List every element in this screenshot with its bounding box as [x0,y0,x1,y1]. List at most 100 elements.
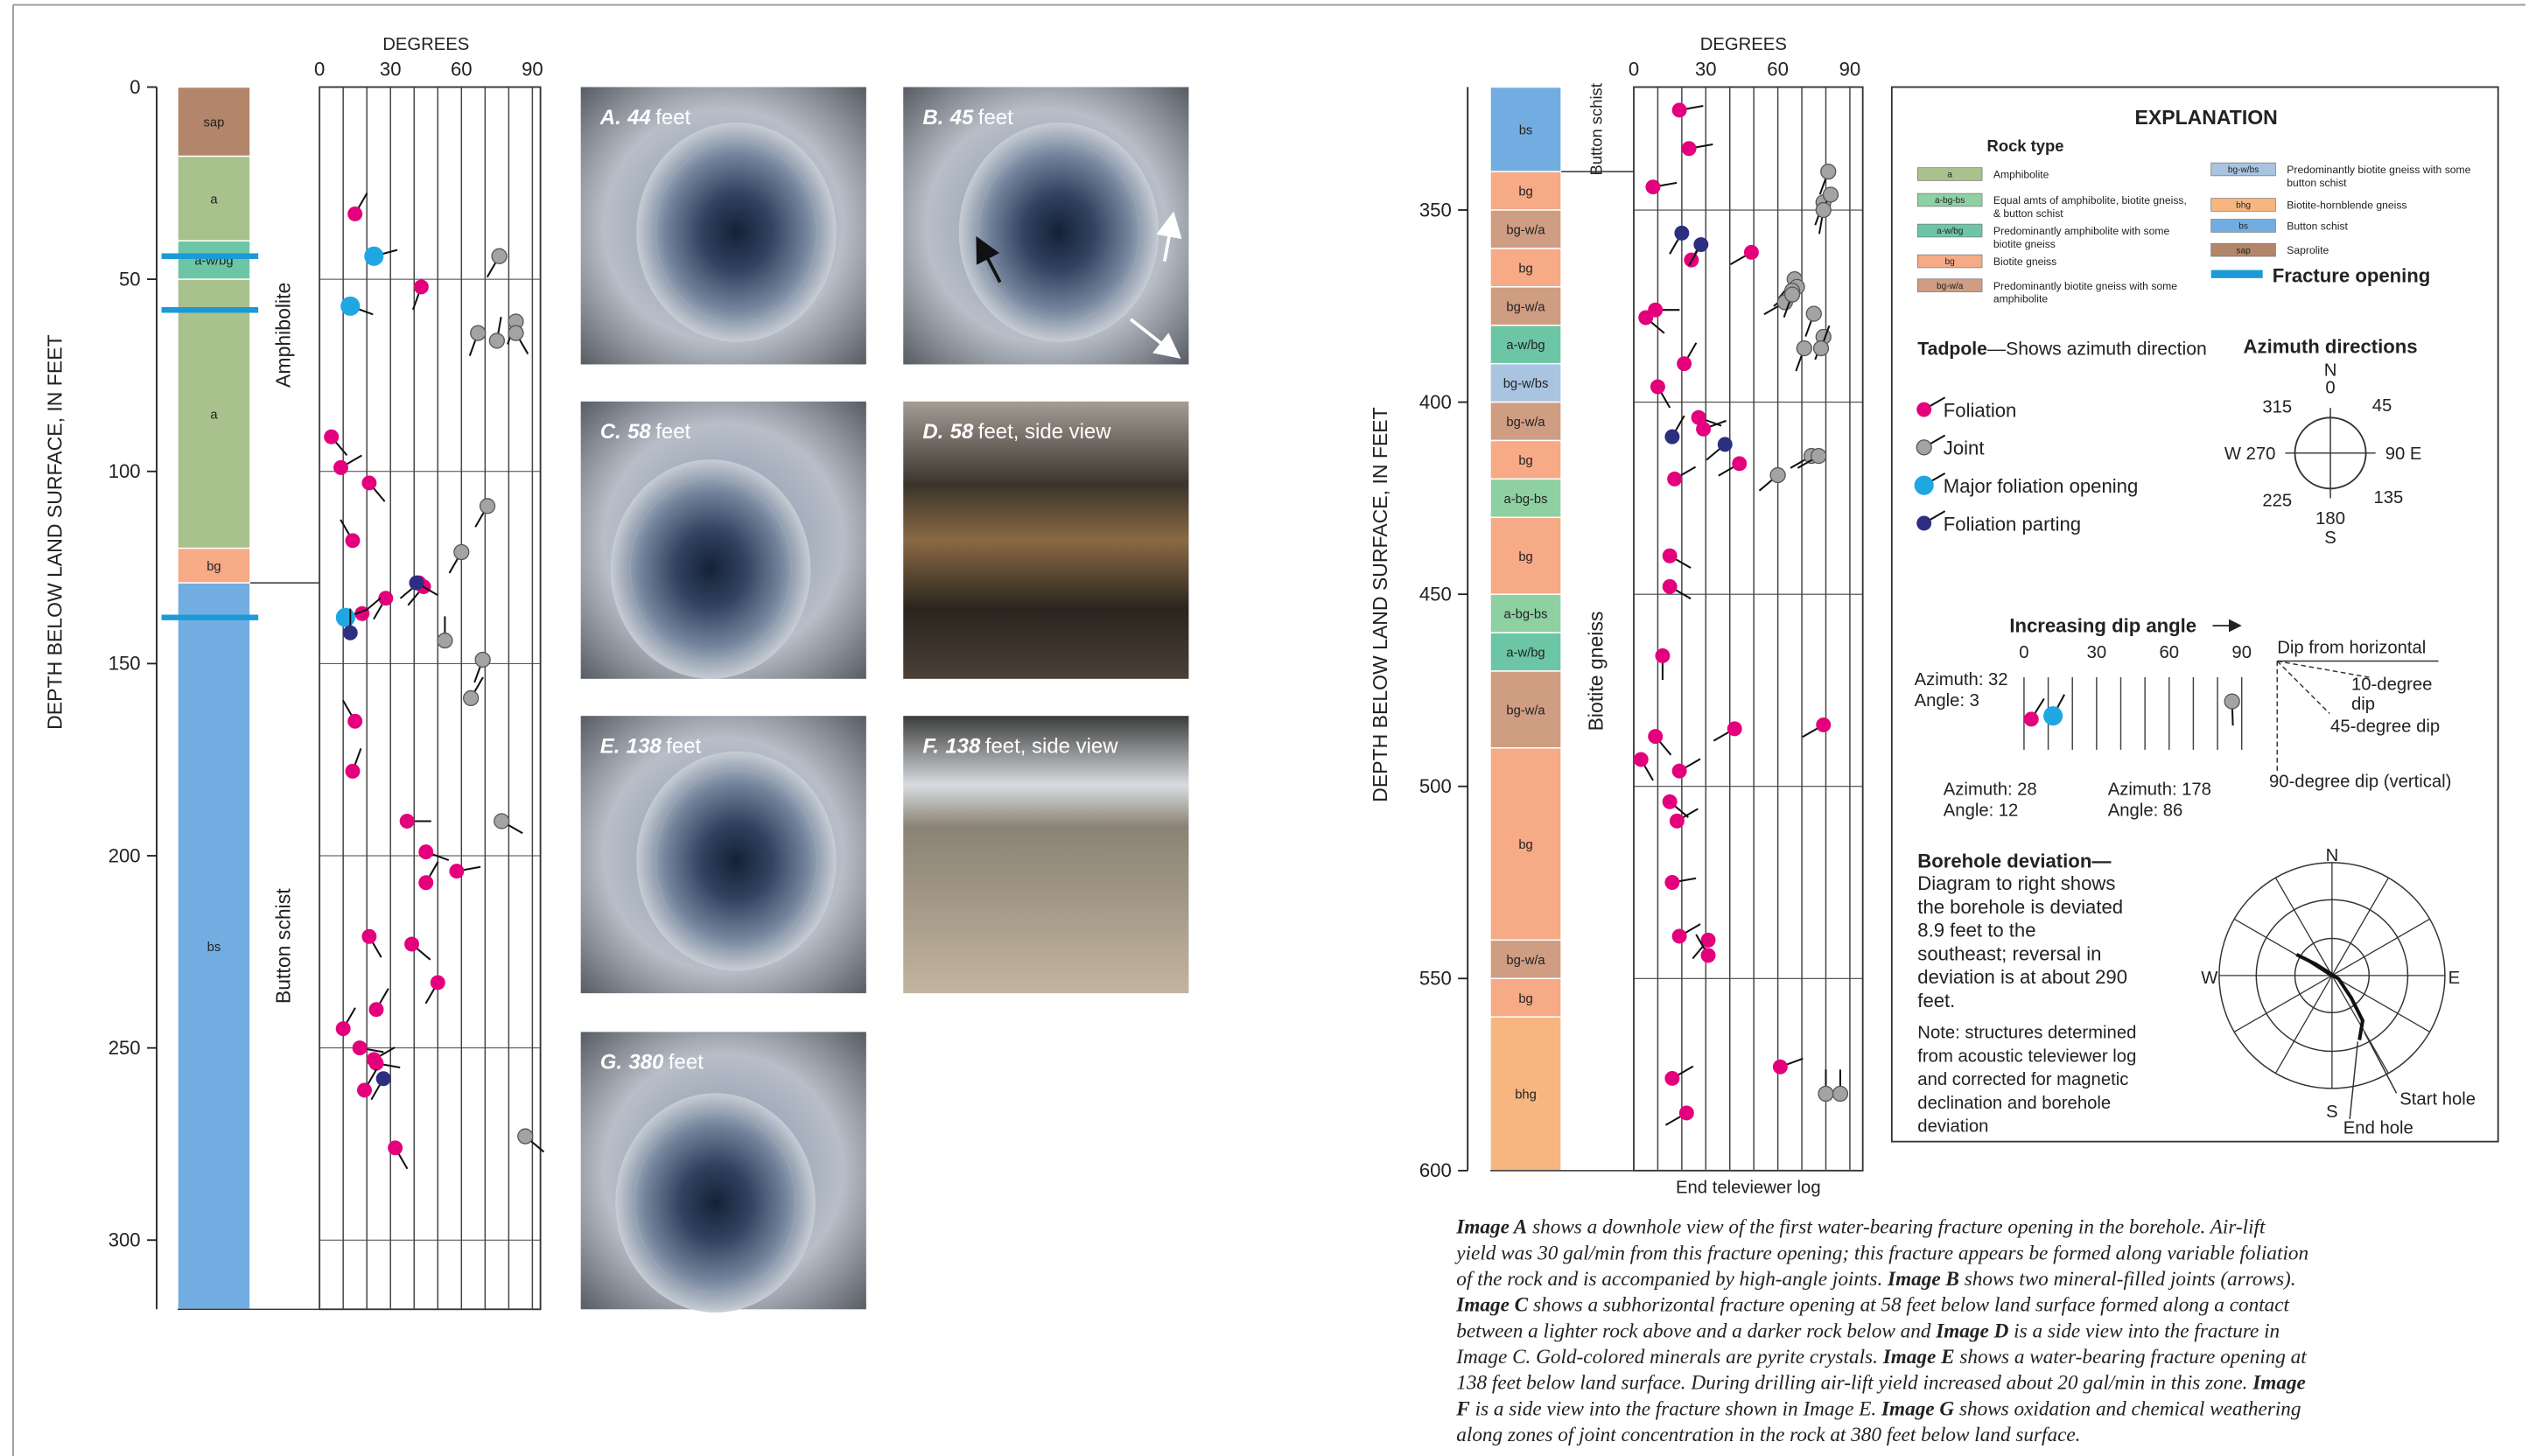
tadpole-head [347,206,363,221]
example-azimuth: Azimuth: 32 [1915,670,2008,690]
tadpole-head [508,325,524,341]
borehole-ring [655,141,818,324]
text-line: declination and borehole [1917,1094,2115,1113]
borehole-view [636,122,837,342]
tadpole-head [399,813,415,829]
tadpole-head [1696,421,1712,437]
text-line: from acoustic televiewer log [1917,1046,2141,1066]
angle-value: 3 [1970,691,1979,710]
y-tick-label: 100 [109,460,141,482]
caption-text: of the rock and is accompanied by high-a… [1456,1268,1888,1291]
text-line: amphibolite [1993,293,2048,305]
caption-line: Image C. Gold-colored minerals are pyrit… [1455,1346,2307,1368]
photo-depth: 138 [627,735,662,759]
tadpole-title: Tadpole [1917,339,1987,359]
tadpole-head [1796,340,1812,357]
text-line: Button schist [2287,220,2348,233]
caption-emphasis: Image D [1935,1320,2008,1342]
rock-code: bg-w/bs [2228,165,2259,175]
rock-code: a-bg-bs [1935,196,1965,206]
tadpole-head [1914,475,1934,495]
tadpole-head [1681,141,1697,157]
text-line: southeast; reversal in [1917,942,2106,964]
tadpole-head [409,575,424,591]
photo-depth: 380 [628,1051,664,1074]
lithology-code: bg [1518,550,1532,564]
lithology-code: a [210,408,218,422]
lithology-unit [177,155,251,242]
rock-swatch [2210,162,2276,177]
tadpole-head [1769,466,1786,484]
caption-text: 138 feet below land surface. During dril… [1456,1372,2252,1395]
lithology-unit [1489,86,1562,172]
caption-text: Image C. Gold-colored minerals are pyrit… [1455,1346,1882,1368]
text-line: 10-degree [2351,676,2437,695]
tadpole-legend-label: Joint [1944,438,1985,459]
deviation-track [2295,953,2365,1040]
compass-label: N [2324,360,2337,380]
photo-label: F. 138 feet, side view [922,735,1118,759]
lithology-unit [1489,248,1562,288]
lithology-code: bg [207,560,221,574]
tadpole-head [1743,244,1759,260]
rock-swatch [2210,198,2276,212]
tadpole-head [1633,752,1649,767]
rock-label: Amphibolite [1993,169,2049,181]
tadpole-head [1674,225,1690,241]
tadpole-head [1732,456,1748,472]
lithology-code: bs [207,941,221,955]
lithology-code: sap [204,116,225,130]
tadpole-head [413,279,429,295]
borehole-ring [977,141,1141,324]
photo-label: B. 45 feet [922,106,1013,130]
tadpole-head [361,475,377,491]
caption-emphasis: Image A [1455,1216,1527,1239]
photo-letter: D. [922,420,943,444]
tadpole-head [1832,1085,1849,1102]
text-line: Note: structures determined [1917,1024,2141,1043]
photo-text: feet [655,420,690,444]
tadpole-head [347,713,363,729]
photo-text: feet, side view [978,420,1111,444]
x-tick-label: 0 [314,59,325,80]
photo-letter: E. [600,735,620,759]
text-line: Equal amts of amphibolite, biotite gneis… [1993,194,2189,206]
tadpole-head [1717,437,1733,452]
y-tick-label: 50 [119,269,141,290]
tadpole-head [430,975,445,990]
tadpole-head [388,1140,403,1156]
tadpole-head [494,813,510,830]
angle-word: Angle: [2108,801,2158,820]
dip-example-label: 45-degree dip [2330,718,2440,737]
rock-swatch [2210,242,2276,257]
caption-text: is a side view into the fracture in [2008,1320,2280,1342]
tadpole-head [364,246,384,266]
text-line: dip [2351,695,2375,714]
deviation-text: Diagram to right shows the borehole is d… [1917,872,2133,1012]
photo [903,401,1189,679]
compass-label: 225 [2262,492,2292,511]
tadpole-head [1669,813,1685,829]
lithology-code: bg [1518,992,1532,1006]
text-line: Biotite gneiss [1993,256,2056,268]
rock-swatch [1916,254,1983,269]
rock-type-title: Rock type [1987,136,2064,155]
lithology-code: a-w/bg [1506,339,1545,353]
tadpole-head [340,296,361,316]
end-label: End hole [2343,1118,2413,1138]
caption-text: shows a downhole view of the first water… [1527,1216,2266,1239]
angle-value: 86 [2163,801,2183,820]
text-line: feet. [1917,990,1955,1012]
tadpole-head [1662,548,1678,564]
rock-swatch [1916,278,1983,292]
tadpole-head [1693,237,1709,253]
tadpole-head [1700,948,1716,963]
dip-scale-label: 90 [2231,643,2252,662]
tadpole-head [324,429,340,444]
y-tick-label: 600 [1419,1159,1452,1181]
text-line: biotite gneiss [1993,238,2056,250]
tadpole-head [1645,179,1661,195]
tadpole-head [378,591,394,606]
tadpole-head [345,763,361,779]
rock-label: Biotite-hornblende gneiss [2287,200,2406,212]
